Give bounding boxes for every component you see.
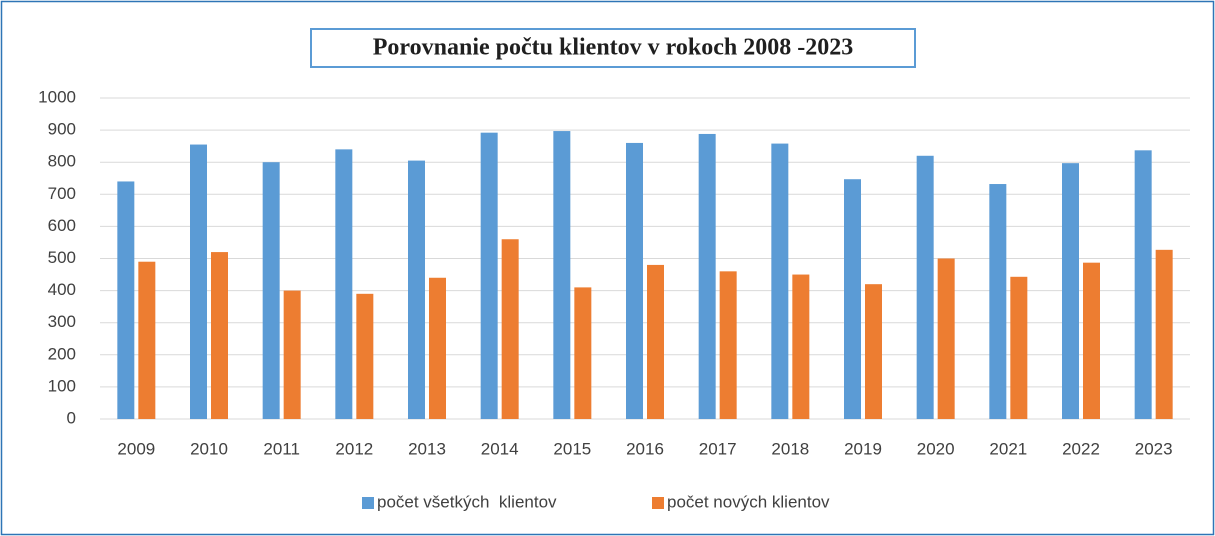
bar — [719, 271, 737, 419]
bar — [283, 290, 301, 419]
x-tick-label: 2017 — [699, 439, 737, 458]
bar — [553, 131, 571, 420]
bar — [211, 252, 228, 419]
bar — [574, 287, 592, 419]
bar — [771, 143, 789, 419]
y-tick-label: 100 — [48, 376, 76, 395]
x-tick-label: 2011 — [263, 439, 300, 458]
bar — [1062, 163, 1079, 419]
x-tick-label: 2020 — [917, 439, 955, 458]
bar — [356, 293, 374, 419]
bar — [916, 155, 934, 419]
bar — [698, 133, 716, 419]
bar — [335, 149, 353, 420]
legend-label: počet nových klientov — [667, 492, 830, 511]
legend-swatch — [652, 497, 664, 509]
x-tick-label: 2023 — [1135, 439, 1173, 458]
chart-title: Porovnanie počtu klientov v rokoch 2008 … — [373, 35, 853, 61]
x-tick-label: 2014 — [481, 439, 519, 458]
bar — [626, 142, 643, 419]
legend-swatch — [362, 497, 374, 509]
x-tick-label: 2015 — [553, 439, 591, 458]
y-tick-label: 700 — [48, 184, 76, 203]
x-tick-label: 2009 — [117, 439, 155, 458]
bar — [865, 284, 882, 419]
y-tick-label: 900 — [48, 120, 76, 139]
y-tick-label: 800 — [48, 152, 76, 171]
x-tick-label: 2012 — [335, 439, 373, 458]
bar — [989, 184, 1007, 419]
bar — [1083, 262, 1100, 419]
bar — [429, 277, 446, 419]
bar — [844, 179, 861, 419]
bar — [190, 144, 207, 420]
bar — [480, 132, 498, 419]
bar — [647, 264, 664, 419]
x-tick-label: 2010 — [190, 439, 228, 458]
bar — [937, 258, 955, 419]
bar — [792, 274, 810, 419]
x-tick-label: 2013 — [408, 439, 446, 458]
bar — [117, 181, 135, 419]
bar — [408, 160, 425, 419]
x-tick-label: 2016 — [626, 439, 664, 458]
x-tick-label: 2019 — [844, 439, 882, 458]
bar — [1010, 276, 1028, 419]
bar — [501, 239, 519, 419]
bar — [138, 261, 156, 419]
y-tick-label: 300 — [48, 312, 76, 331]
y-tick-label: 1000 — [38, 87, 76, 106]
y-tick-label: 600 — [48, 216, 76, 235]
bar — [262, 162, 280, 419]
x-tick-label: 2022 — [1062, 439, 1100, 458]
y-tick-label: 200 — [48, 344, 76, 363]
title-box — [310, 28, 916, 68]
y-tick-label: 0 — [67, 408, 76, 427]
y-tick-label: 500 — [48, 248, 76, 267]
x-tick-label: 2018 — [771, 439, 809, 458]
bar — [1134, 150, 1152, 419]
x-tick-label: 2021 — [989, 439, 1027, 458]
bar — [1155, 249, 1173, 419]
legend-label: počet všetkých klientov — [377, 492, 557, 511]
y-tick-label: 400 — [48, 280, 76, 299]
